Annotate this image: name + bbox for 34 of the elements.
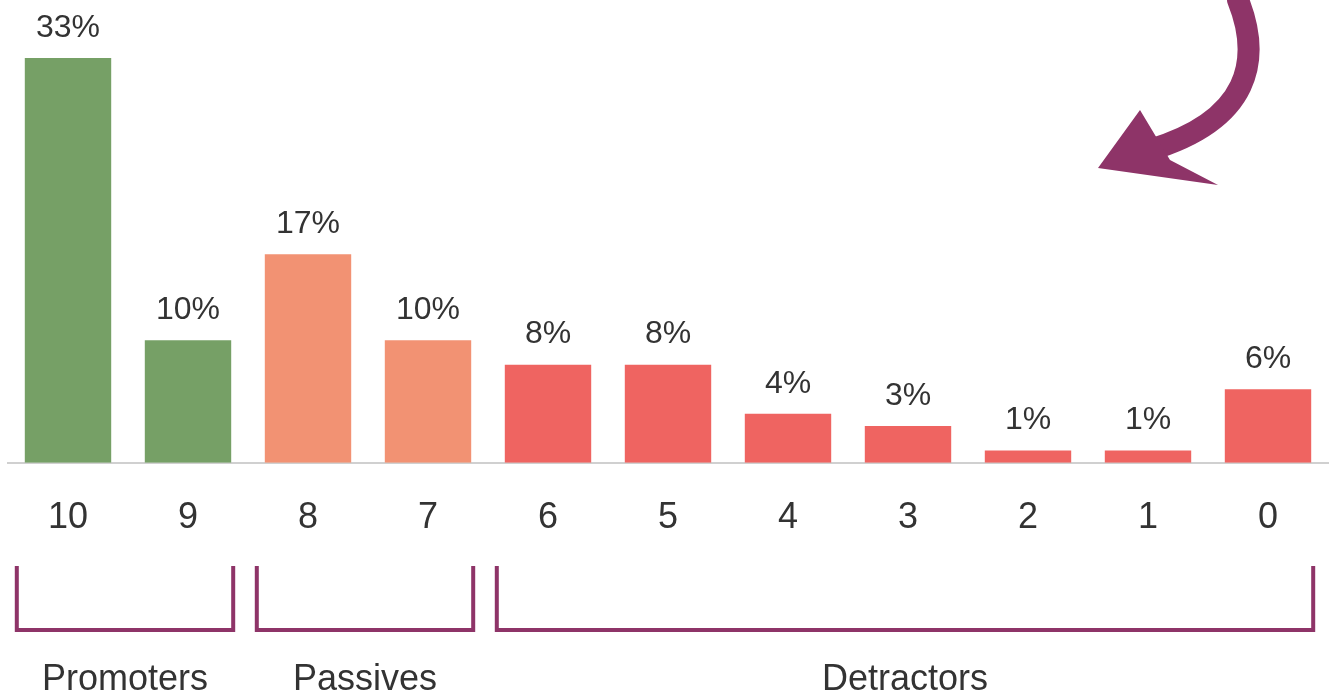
bar bbox=[864, 426, 952, 463]
x-tick-label: 6 bbox=[537, 495, 559, 537]
data-label: 6% bbox=[1244, 339, 1292, 376]
x-tick-label: 4 bbox=[777, 495, 799, 537]
x-tick-label: 10 bbox=[47, 495, 89, 537]
text: Passives bbox=[292, 657, 438, 698]
data-label: 3% bbox=[884, 375, 932, 412]
text: Detractors bbox=[821, 657, 989, 698]
data-label: 8% bbox=[644, 314, 692, 351]
data-label: 4% bbox=[764, 363, 812, 400]
x-tick-label: 3 bbox=[897, 495, 919, 537]
bar bbox=[1224, 389, 1312, 463]
data-label: 33% bbox=[35, 7, 101, 44]
data-label: 17% bbox=[275, 204, 341, 241]
bar bbox=[624, 364, 712, 463]
bar bbox=[504, 364, 592, 463]
x-tick-label: 8 bbox=[297, 495, 319, 537]
data-label: 10% bbox=[395, 289, 461, 326]
data-label: 10% bbox=[155, 289, 221, 326]
bar bbox=[24, 58, 112, 463]
bar bbox=[744, 413, 832, 463]
x-tick-label: 7 bbox=[417, 495, 439, 537]
bar bbox=[384, 340, 472, 463]
data-label: 8% bbox=[524, 314, 572, 351]
x-tick-label: 0 bbox=[1257, 495, 1279, 537]
x-tick-label: 9 bbox=[177, 495, 199, 537]
bar bbox=[264, 254, 352, 463]
text: Promoters bbox=[41, 657, 209, 698]
x-tick-label: 5 bbox=[657, 495, 679, 537]
x-tick-label: 1 bbox=[1137, 495, 1159, 537]
x-tick-label: 2 bbox=[1017, 495, 1039, 537]
data-label: 1% bbox=[1124, 400, 1172, 437]
data-label: 1% bbox=[1004, 400, 1052, 437]
bar bbox=[144, 340, 232, 463]
